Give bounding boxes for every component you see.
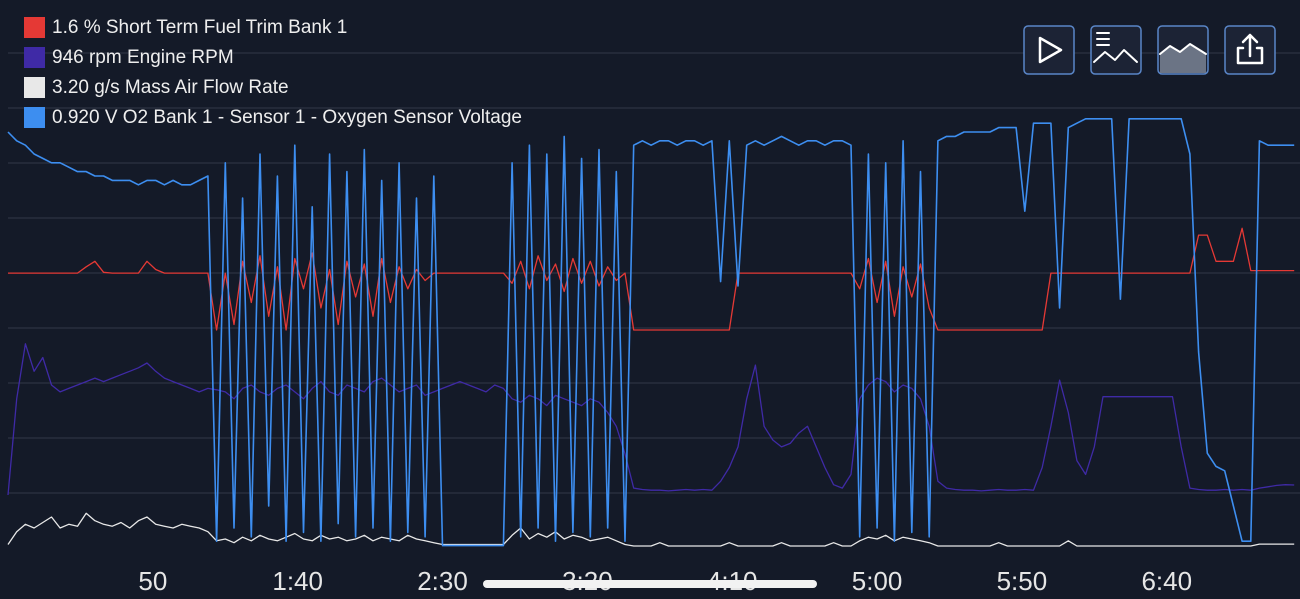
legend-label: 946 rpm Engine RPM	[52, 47, 234, 68]
data-line	[7, 343, 1295, 496]
line-chart-button[interactable]	[1090, 25, 1142, 75]
area-chart-button[interactable]	[1157, 25, 1209, 75]
legend-swatch	[24, 77, 45, 98]
legend-swatch	[24, 17, 45, 38]
legend-label: 0.920 V O2 Bank 1 - Sensor 1 - Oxygen Se…	[52, 107, 522, 128]
share-button[interactable]	[1224, 25, 1276, 75]
x-tick-label: 50	[138, 566, 167, 596]
data-line	[7, 118, 1295, 547]
legend-label: 1.6 % Short Term Fuel Trim Bank 1	[52, 17, 347, 38]
x-tick-label: 5:50	[997, 566, 1048, 596]
legend: 1.6 % Short Term Fuel Trim Bank 1 946 rpm…	[24, 17, 522, 128]
x-tick-label: 1:40	[272, 566, 323, 596]
x-tick-label: 2:30	[417, 566, 468, 596]
play-button[interactable]	[1023, 25, 1075, 75]
toolbar	[1023, 25, 1276, 75]
legend-label: 3.20 g/s Mass Air Flow Rate	[52, 77, 289, 98]
x-tick-label: 5:00	[852, 566, 903, 596]
data-line	[7, 512, 1295, 547]
x-tick-label: 6:40	[1141, 566, 1192, 596]
plot-area	[7, 118, 1295, 547]
home-indicator	[483, 580, 817, 588]
legend-swatch	[24, 47, 45, 68]
legend-swatch	[24, 107, 45, 128]
